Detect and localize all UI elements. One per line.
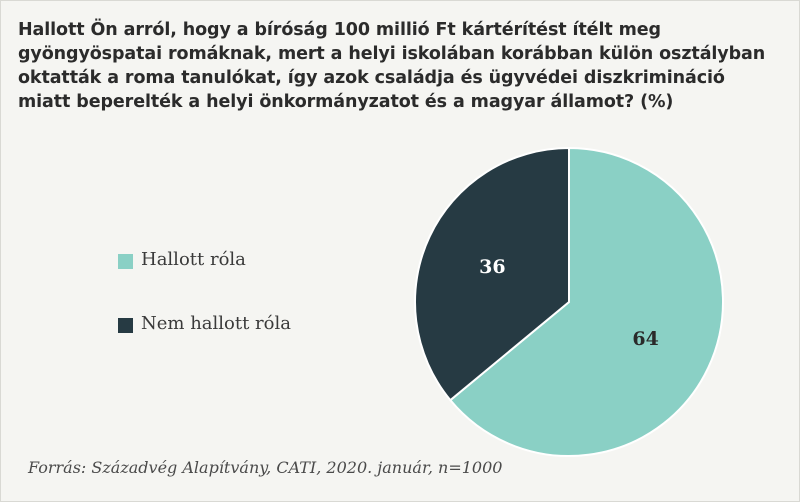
data-label-nem-hallott: 36 [479,256,505,278]
pie-slices [414,146,724,457]
legend-swatch-hallott [118,253,133,269]
legend-label-hallott: Hallott róla [141,248,246,270]
pie-slice-hallott [448,146,724,457]
chart-title: Hallott Ön arról, hogy a bíróság 100 mil… [18,20,766,112]
legend-swatch-nem-hallott [118,317,133,333]
data-label-hallott: 64 [632,328,658,350]
pie-slice-nem-hallott [414,146,570,402]
legend-label-nem-hallott: Nem hallott róla [141,312,291,334]
pie-labels: 64 36 [479,256,659,350]
legend-item-nem-hallott: Nem hallott róla [118,310,291,336]
source-note: Forrás: Századvég Alapítvány, CATI, 2020… [28,458,503,477]
legend: Hallott róla Nem hallott róla [118,246,291,374]
legend-item-hallott: Hallott róla [118,246,291,272]
